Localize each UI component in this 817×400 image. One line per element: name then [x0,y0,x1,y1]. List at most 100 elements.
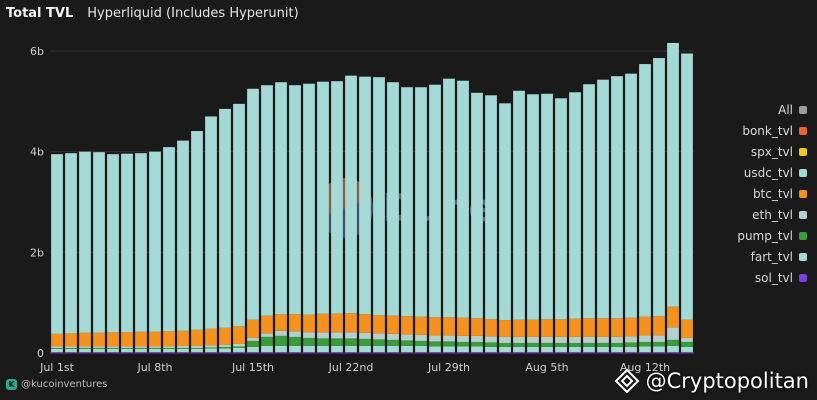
bar-segment-btc_tvl[interactable] [485,319,497,337]
legend-item-usdc_tvl[interactable]: usdc_tvl [744,165,807,181]
bar-segment-fart_tvl[interactable] [639,346,651,352]
bar-segment-fart_tvl[interactable] [93,348,105,352]
bar-segment-sol_tvl[interactable] [611,351,623,353]
bar-segment-btc_tvl[interactable] [429,317,441,336]
bar-segment-pump_tvl[interactable] [625,342,637,347]
bar-segment-usdc_tvl[interactable] [387,82,399,316]
legend-item-pump_tvl[interactable]: pump_tvl [737,228,807,244]
bar-segment-usdc_tvl[interactable] [331,81,343,314]
bar-segment-eth_tvl[interactable] [275,330,287,336]
bar-segment-btc_tvl[interactable] [611,318,623,337]
bar-segment-fart_tvl[interactable] [457,346,469,352]
bar-segment-eth_tvl[interactable] [555,336,567,343]
bar-segment-eth_tvl[interactable] [373,333,385,340]
bar-segment-fart_tvl[interactable] [373,345,385,352]
bar-segment-sol_tvl[interactable] [135,351,147,353]
bar-segment-fart_tvl[interactable] [177,348,189,352]
bar-segment-btc_tvl[interactable] [583,318,595,337]
bar-segment-fart_tvl[interactable] [233,347,245,352]
bar-segment-pump_tvl[interactable] [597,342,609,347]
bar-segment-btc_tvl[interactable] [135,331,147,347]
bar-segment-usdc_tvl[interactable] [653,58,665,317]
bar-segment-usdc_tvl[interactable] [345,75,357,314]
bar-segment-usdc_tvl[interactable] [429,84,441,318]
bar-segment-eth_tvl[interactable] [51,346,63,348]
bar-segment-sol_tvl[interactable] [359,351,371,353]
bar-segment-usdc_tvl[interactable] [107,154,119,333]
bar-segment-pump_tvl[interactable] [107,347,119,349]
bar-segment-sol_tvl[interactable] [471,351,483,353]
bar-segment-sol_tvl[interactable] [303,351,315,353]
bar-segment-pump_tvl[interactable] [653,341,665,347]
bar-segment-pump_tvl[interactable] [373,339,385,346]
bar-segment-eth_tvl[interactable] [569,336,581,343]
bar-segment-sol_tvl[interactable] [401,351,413,353]
bar-segment-pump_tvl[interactable] [79,347,91,349]
bar-segment-btc_tvl[interactable] [471,318,483,336]
bar-segment-sol_tvl[interactable] [163,351,175,353]
bar-segment-pump_tvl[interactable] [667,339,679,346]
bar-segment-btc_tvl[interactable] [401,316,413,335]
bar-segment-fart_tvl[interactable] [163,348,175,352]
bar-segment-pump_tvl[interactable] [541,342,553,347]
bar-segment-fart_tvl[interactable] [205,348,217,352]
bar-segment-pump_tvl[interactable] [205,347,217,349]
bar-segment-fart_tvl[interactable] [513,346,525,352]
bar-segment-eth_tvl[interactable] [597,336,609,343]
bar-segment-fart_tvl[interactable] [471,346,483,352]
bar-segment-fart_tvl[interactable] [345,345,357,352]
bar-segment-sol_tvl[interactable] [485,351,497,353]
bar-segment-btc_tvl[interactable] [289,314,301,332]
bar-segment-pump_tvl[interactable] [163,347,175,349]
bar-segment-eth_tvl[interactable] [121,346,133,348]
bar-segment-pump_tvl[interactable] [527,342,539,347]
bar-segment-sol_tvl[interactable] [429,351,441,353]
bar-segment-fart_tvl[interactable] [79,348,91,352]
bar-segment-fart_tvl[interactable] [331,345,343,352]
bar-segment-sol_tvl[interactable] [233,351,245,353]
bar-segment-eth_tvl[interactable] [93,346,105,348]
legend-item-fart_tvl[interactable]: fart_tvl [751,249,807,265]
bar-segment-btc_tvl[interactable] [569,318,581,337]
bar-segment-fart_tvl[interactable] [443,346,455,352]
bar-segment-pump_tvl[interactable] [331,338,343,346]
bar-segment-btc_tvl[interactable] [205,328,217,346]
bar-segment-usdc_tvl[interactable] [191,131,203,330]
legend-item-bonk_tvl[interactable]: bonk_tvl [742,123,807,139]
bar-segment-btc_tvl[interactable] [51,333,63,347]
bar-segment-usdc_tvl[interactable] [541,93,553,320]
bar-segment-fart_tvl[interactable] [135,348,147,352]
bar-segment-btc_tvl[interactable] [443,317,455,336]
bar-segment-usdc_tvl[interactable] [317,81,329,314]
bar-segment-pump_tvl[interactable] [387,339,399,346]
bar-segment-sol_tvl[interactable] [625,351,637,353]
bar-segment-usdc_tvl[interactable] [443,78,455,318]
bar-segment-usdc_tvl[interactable] [121,153,133,333]
bar-segment-eth_tvl[interactable] [205,345,217,348]
bar-segment-pump_tvl[interactable] [247,340,259,347]
bar-segment-fart_tvl[interactable] [65,348,77,352]
bar-segment-pump_tvl[interactable] [177,347,189,349]
legend-item-sol_tvl[interactable]: sol_tvl [755,270,807,286]
bar-segment-sol_tvl[interactable] [653,351,665,353]
bar-segment-sol_tvl[interactable] [261,351,273,353]
bar-segment-sol_tvl[interactable] [527,351,539,353]
bar-segment-fart_tvl[interactable] [275,345,287,352]
bar-segment-btc_tvl[interactable] [555,319,567,337]
bar-segment-pump_tvl[interactable] [303,337,315,346]
bar-segment-fart_tvl[interactable] [219,348,231,352]
bar-segment-pump_tvl[interactable] [317,338,329,346]
bar-segment-btc_tvl[interactable] [331,313,343,333]
bar-segment-fart_tvl[interactable] [303,345,315,352]
bar-segment-btc_tvl[interactable] [107,332,119,347]
bar-segment-sol_tvl[interactable] [275,351,287,353]
bar-segment-usdc_tvl[interactable] [275,82,287,315]
bar-segment-fart_tvl[interactable] [121,348,133,352]
bar-segment-fart_tvl[interactable] [191,348,203,352]
bar-segment-pump_tvl[interactable] [611,342,623,347]
bar-segment-btc_tvl[interactable] [121,332,133,347]
bar-segment-btc_tvl[interactable] [93,332,105,347]
bar-segment-sol_tvl[interactable] [443,351,455,353]
bar-segment-eth_tvl[interactable] [359,332,371,339]
bar-segment-usdc_tvl[interactable] [93,152,105,333]
